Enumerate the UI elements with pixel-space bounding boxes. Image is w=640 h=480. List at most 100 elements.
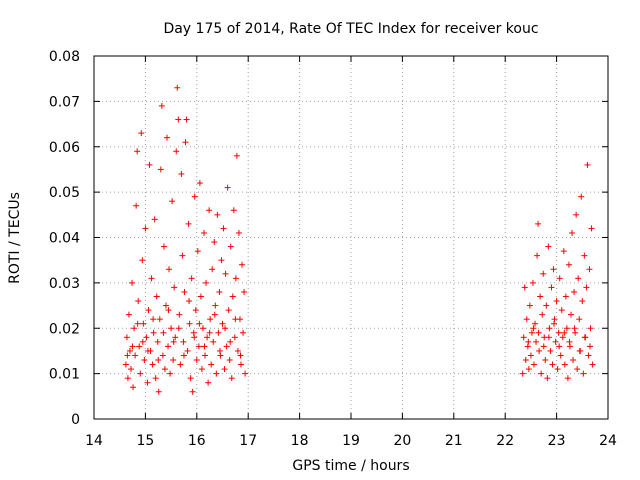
data-point — [234, 347, 241, 354]
data-point — [178, 170, 185, 177]
data-point — [571, 288, 578, 295]
data-point — [223, 343, 230, 350]
data-point — [560, 248, 567, 255]
data-point — [156, 316, 163, 323]
data-point — [165, 307, 172, 314]
data-point — [579, 298, 586, 305]
data-point — [519, 370, 526, 377]
data-point — [239, 261, 246, 268]
data-point — [181, 288, 188, 295]
data-point — [227, 243, 234, 250]
data-point — [167, 370, 174, 377]
data-point — [561, 361, 568, 368]
data-point — [232, 316, 239, 323]
data-point — [172, 334, 179, 341]
data-point — [578, 193, 585, 200]
data-point — [139, 257, 146, 264]
data-point — [241, 288, 248, 295]
data-point — [222, 270, 229, 277]
data-point — [183, 116, 190, 123]
data-point — [134, 320, 141, 327]
data-point — [589, 361, 596, 368]
data-point — [158, 102, 165, 109]
data-point — [227, 338, 234, 345]
data-point — [548, 284, 555, 291]
data-point — [574, 366, 581, 373]
data-point — [581, 334, 588, 341]
data-point — [196, 180, 203, 187]
data-point — [545, 334, 552, 341]
data-point — [136, 343, 143, 350]
data-point — [571, 325, 578, 332]
data-point — [534, 252, 541, 259]
data-point — [226, 357, 233, 364]
data-point — [165, 343, 172, 350]
data-point — [526, 302, 533, 309]
data-point — [179, 252, 186, 259]
data-point — [228, 375, 235, 382]
data-point — [149, 361, 156, 368]
data-point — [174, 84, 181, 91]
data-point — [545, 243, 552, 250]
data-point — [166, 266, 173, 273]
data-point — [192, 307, 199, 314]
data-point — [538, 370, 545, 377]
data-point — [124, 352, 131, 359]
data-point — [132, 352, 139, 359]
data-point — [126, 347, 133, 354]
chart-title: Day 175 of 2014, Rate Of TEC Index for r… — [163, 21, 538, 37]
data-point — [218, 257, 225, 264]
x-tick-label: 20 — [393, 433, 411, 449]
data-point — [569, 229, 576, 236]
data-point — [587, 325, 594, 332]
data-point — [224, 184, 231, 191]
data-point — [205, 379, 212, 386]
data-point — [554, 366, 561, 373]
data-point — [155, 388, 162, 395]
data-point — [133, 202, 140, 209]
data-point — [206, 329, 213, 336]
data-point — [536, 347, 543, 354]
x-tick-label: 19 — [342, 433, 360, 449]
data-point — [143, 334, 150, 341]
data-point — [547, 347, 554, 354]
y-tick-label: 0.03 — [49, 276, 80, 292]
data-point — [170, 357, 177, 364]
data-point — [535, 329, 542, 336]
data-point — [161, 366, 168, 373]
x-tick-label: 22 — [496, 433, 514, 449]
data-point — [231, 334, 238, 341]
data-point — [187, 375, 194, 382]
data-points — [122, 84, 596, 395]
data-point — [193, 357, 200, 364]
data-point — [542, 357, 549, 364]
data-point — [140, 320, 147, 327]
data-point — [124, 375, 131, 382]
data-point — [524, 343, 531, 350]
x-tick-label: 21 — [445, 433, 463, 449]
data-point — [551, 316, 558, 323]
data-point — [551, 320, 558, 327]
data-point — [552, 338, 559, 345]
data-point — [203, 279, 210, 286]
data-point — [208, 361, 215, 368]
y-tick-label: 0.04 — [49, 231, 80, 247]
y-tick-label: 0.06 — [49, 140, 80, 156]
data-point — [237, 352, 244, 359]
data-point — [186, 320, 193, 327]
data-point — [182, 139, 189, 146]
data-point — [546, 325, 553, 332]
data-point — [562, 293, 569, 300]
data-point — [580, 370, 587, 377]
data-point — [190, 329, 197, 336]
data-point — [563, 325, 570, 332]
data-point — [145, 307, 152, 314]
data-point — [555, 329, 562, 336]
data-point — [141, 357, 148, 364]
data-point — [232, 275, 239, 282]
data-point — [180, 352, 187, 359]
data-point — [123, 334, 130, 341]
data-point — [155, 357, 162, 364]
data-point — [197, 293, 204, 300]
data-point — [217, 352, 224, 359]
